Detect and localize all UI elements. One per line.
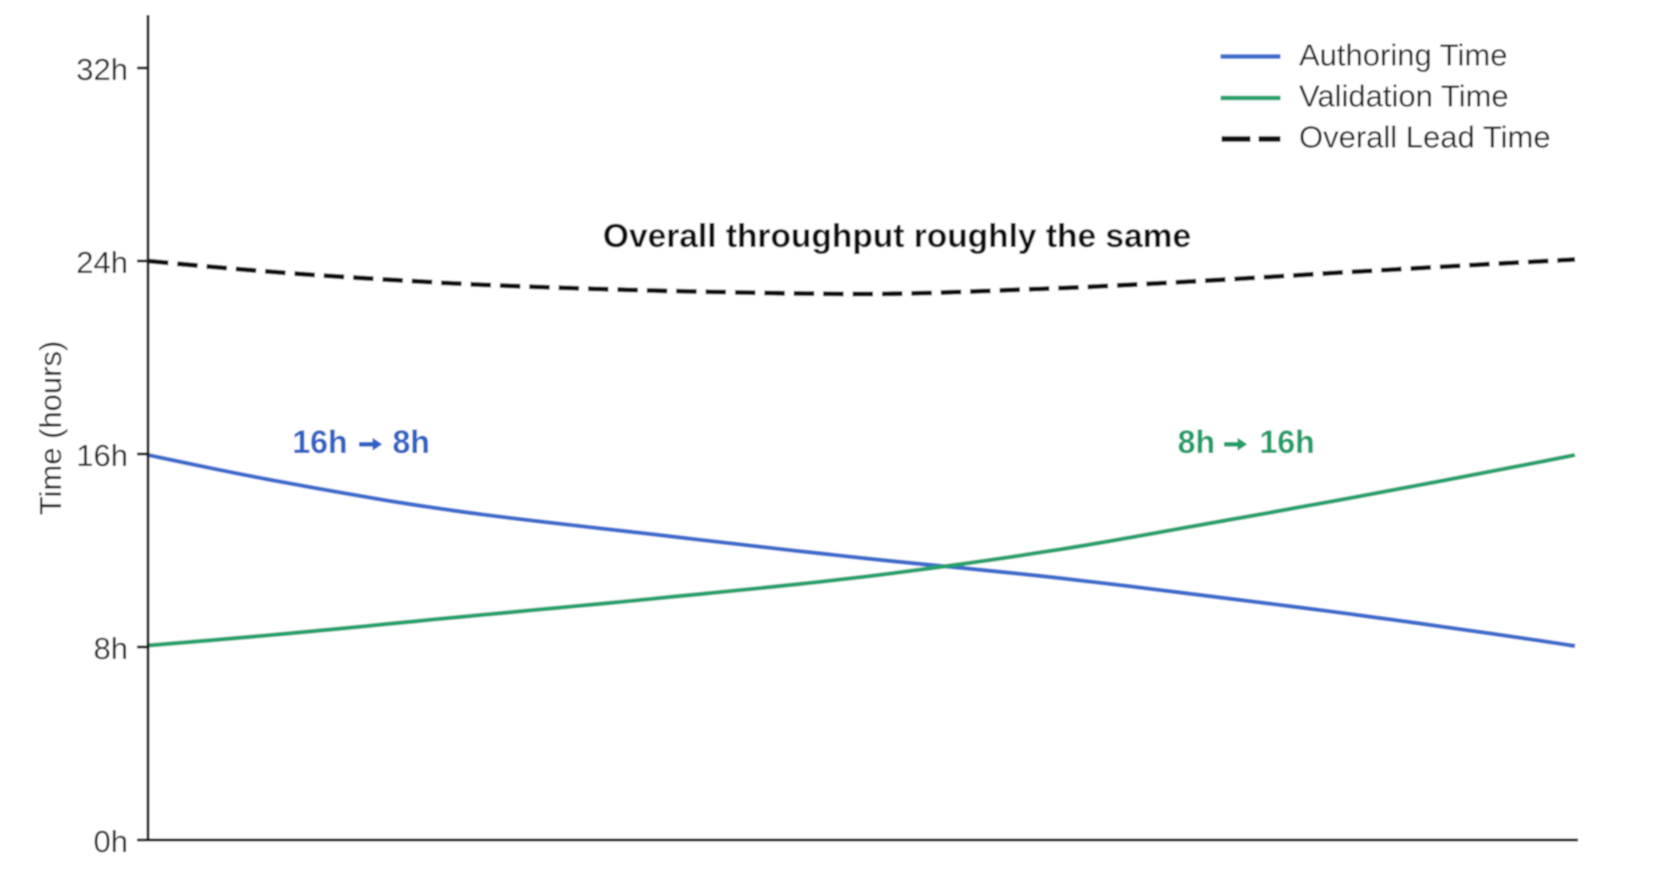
svg-text:Overall throughput roughly the: Overall throughput roughly the same [603,218,1191,255]
svg-text:Validation Time: Validation Time [1299,79,1509,114]
svg-text:16h: 16h [1260,424,1315,460]
svg-text:Time (hours): Time (hours) [33,341,68,516]
svg-text:24h: 24h [76,245,128,280]
svg-text:8h: 8h [94,631,128,666]
svg-text:16h: 16h [292,424,347,460]
svg-text:Authoring Time: Authoring Time [1299,38,1508,73]
svg-text:16h: 16h [76,438,128,473]
svg-text:Overall Lead Time: Overall Lead Time [1299,120,1551,155]
svg-text:0h: 0h [94,824,128,859]
svg-text:32h: 32h [76,52,128,87]
svg-text:8h: 8h [1178,424,1215,460]
svg-text:8h: 8h [393,424,430,460]
